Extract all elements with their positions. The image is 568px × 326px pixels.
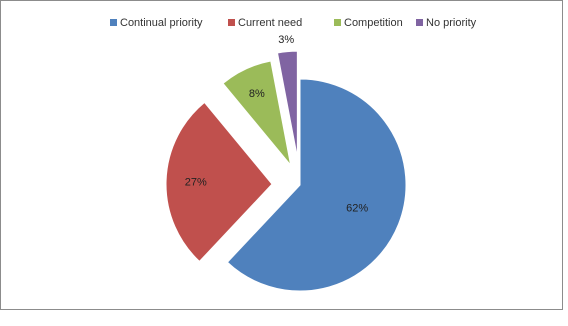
legend: Continual priority Current need Competitio… (110, 17, 477, 29)
pie-slice (226, 78, 407, 292)
legend-label: No priority (426, 17, 477, 29)
legend-label: Continual priority (120, 17, 203, 29)
pie-slice (165, 101, 273, 263)
pie-slices (165, 50, 407, 292)
slice-label: 8% (249, 88, 265, 100)
slice-label: 3% (278, 34, 294, 46)
legend-swatch (228, 19, 235, 26)
legend-swatch (110, 19, 117, 26)
data-labels: 62% 27% 8% 3% (185, 34, 369, 215)
pie-slice (276, 50, 298, 158)
slice-label: 62% (346, 203, 368, 215)
legend-swatch (416, 19, 423, 26)
legend-label: Current need (238, 17, 302, 29)
slice-label: 27% (185, 177, 207, 189)
legend-swatch (334, 19, 341, 26)
legend-label: Competition (344, 17, 403, 29)
pie-slice (222, 60, 292, 166)
